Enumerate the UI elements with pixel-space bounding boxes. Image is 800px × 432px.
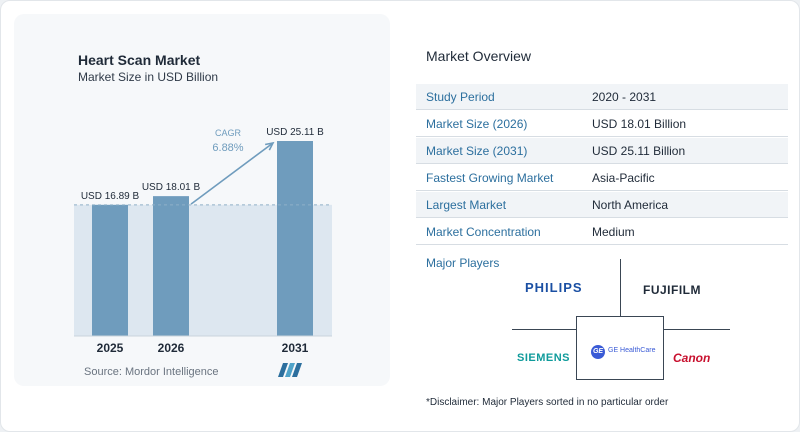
ge-healthcare-logo: GE HealthCare [608, 347, 656, 354]
overview-row: Fastest Growing Market Asia-Pacific [416, 165, 788, 191]
overview-value: USD 18.01 Billion [592, 116, 687, 131]
chart-title: Heart Scan Market [78, 52, 201, 68]
overview-value: USD 25.11 Billion [592, 143, 686, 158]
overview-label: Market Concentration [426, 224, 541, 239]
data-label: USD 25.11 B [266, 127, 324, 138]
chart-subtitle: Market Size in USD Billion [78, 70, 219, 84]
siemens-logo: SIEMENS [517, 352, 571, 364]
source-note: Source: Mordor Intelligence [84, 366, 219, 378]
overview-label: Market Size (2026) [426, 116, 528, 131]
overview-row: Largest Market North America [416, 192, 788, 218]
overview-label: Largest Market [426, 197, 507, 212]
fujifilm-logo: FUJIFILM [643, 283, 701, 297]
cagr-label: CAGR [215, 128, 242, 138]
ge-healthcare-logo-box: GE GE HealthCare [576, 316, 664, 380]
overview-value: Medium [592, 224, 635, 239]
bar [277, 141, 313, 336]
overview-value: 2020 - 2031 [592, 89, 657, 104]
mordor-logo-icon [278, 363, 302, 377]
disclaimer: *Disclaimer: Major Players sorted in no … [426, 397, 669, 408]
bar [153, 196, 189, 336]
cagr-arrow-head [264, 141, 275, 151]
philips-logo: PHILIPS [525, 280, 583, 295]
overview-row: Market Size (2026) USD 18.01 Billion [416, 111, 788, 137]
players-title: Major Players [426, 256, 500, 270]
x-tick-label: 2025 [97, 341, 124, 355]
overview-label: Study Period [426, 89, 495, 104]
overview-row: Market Concentration Medium [416, 219, 788, 245]
players-divider [620, 259, 621, 329]
x-tick-label: 2026 [158, 341, 185, 355]
overview-row: Study Period 2020 - 2031 [416, 84, 788, 110]
cagr-value: 6.88% [212, 142, 243, 154]
overview-label: Market Size (2031) [426, 143, 528, 158]
overview-title: Market Overview [426, 48, 532, 64]
data-label: USD 16.89 B [81, 191, 140, 202]
bar [92, 204, 128, 336]
ge-monogram-icon: GE [591, 345, 605, 359]
cagr-arrow-line [190, 142, 274, 205]
overview-label: Fastest Growing Market [426, 170, 554, 185]
overview-value: Asia-Pacific [592, 170, 655, 185]
x-tick-label: 2031 [282, 341, 309, 355]
data-label: USD 18.01 B [142, 182, 201, 193]
overview-value: North America [592, 197, 669, 212]
canon-logo: Canon [673, 351, 711, 365]
overview-row: Market Size (2031) USD 25.11 Billion [416, 138, 788, 164]
